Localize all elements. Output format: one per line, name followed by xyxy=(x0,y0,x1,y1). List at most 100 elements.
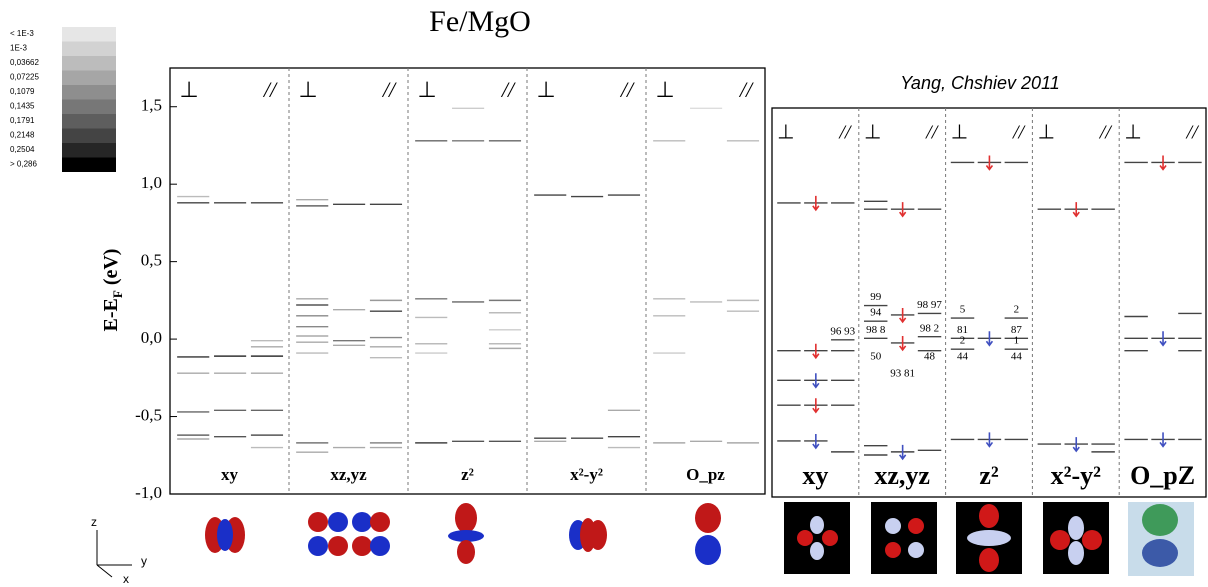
par-label: // xyxy=(500,77,516,102)
panel-name: xy xyxy=(221,465,239,484)
colorscale-label: 0,2504 xyxy=(10,145,35,154)
par-label: // xyxy=(1012,122,1027,144)
colorscale-swatch xyxy=(62,157,116,172)
level-label: 94 xyxy=(870,307,882,319)
spin-marker xyxy=(985,155,994,171)
perp-label: ⊥ xyxy=(179,77,198,102)
colorscale-label: 0,1079 xyxy=(10,87,35,96)
y-tick-label: -1,0 xyxy=(135,483,162,502)
perp-label: ⊥ xyxy=(777,122,794,144)
par-label: // xyxy=(262,77,278,102)
level-label: 5 xyxy=(960,304,966,316)
par-label: // xyxy=(738,77,754,102)
y-label-unit: (eV) xyxy=(100,249,122,291)
colorscale-swatch xyxy=(62,99,116,114)
panel-name: z² xyxy=(461,465,474,484)
axis-z-label: z xyxy=(91,515,97,529)
par-label: // xyxy=(381,77,397,102)
y-axis-label: E-EF (eV) xyxy=(100,249,126,332)
colorscale-label: > 0,286 xyxy=(10,160,37,169)
y-tick-label: 1,5 xyxy=(141,96,162,115)
axes-triad xyxy=(96,530,132,578)
level-label: 50 xyxy=(870,350,882,362)
level-label: 2 xyxy=(1014,304,1020,316)
colorscale-swatch xyxy=(62,85,116,100)
y-label-main: E-E xyxy=(100,298,122,331)
y-label-sub: F xyxy=(110,290,125,298)
spin-marker xyxy=(1159,155,1167,171)
spin-marker xyxy=(1072,202,1080,218)
panel-name: xy xyxy=(802,461,828,490)
spin-marker xyxy=(985,432,994,448)
colorscale-label: 0,1435 xyxy=(10,102,35,111)
spin-marker xyxy=(812,398,820,414)
panel-name: O_pZ xyxy=(1130,461,1195,490)
perp-label: ⊥ xyxy=(864,122,881,144)
level-label: 96 93 xyxy=(830,325,855,337)
panel-name: xz,yz xyxy=(874,461,930,490)
level-label: 1 xyxy=(1014,335,1020,347)
spin-marker xyxy=(1072,437,1080,453)
spin-marker xyxy=(812,373,820,389)
colorscale-swatch xyxy=(62,128,116,143)
level-label: 93 81 xyxy=(890,367,915,379)
level-label: 98 97 xyxy=(917,299,942,311)
colorscale-swatch xyxy=(62,143,116,158)
y-tick-label: 1,0 xyxy=(141,173,162,192)
perp-label: ⊥ xyxy=(1038,122,1055,144)
par-label: // xyxy=(925,122,940,144)
perp-label: ⊥ xyxy=(655,77,674,102)
colorscale-label: 0,03662 xyxy=(10,58,39,67)
orbital-images xyxy=(205,502,1194,576)
colorscale-label: 0,07225 xyxy=(10,73,39,82)
axis-x-label: x xyxy=(123,572,129,586)
level-label: 44 xyxy=(957,350,969,362)
colorscale-swatch xyxy=(62,41,116,56)
par-label: // xyxy=(1099,122,1114,144)
par-label: // xyxy=(619,77,635,102)
level-label: 98 2 xyxy=(920,322,939,334)
y-tick-label: 0,0 xyxy=(141,328,162,347)
y-tick-label: -0,5 xyxy=(135,405,162,424)
plot-frame xyxy=(771,107,1207,498)
plot-frame xyxy=(169,67,766,495)
reference-title: Yang, Chshiev 2011 xyxy=(900,73,1059,93)
colorscale-swatch xyxy=(62,27,116,42)
perp-label: ⊥ xyxy=(298,77,317,102)
colorscale-label: < 1E-3 xyxy=(10,29,34,38)
chart-title: Fe/MgO xyxy=(429,5,531,38)
perp-label: ⊥ xyxy=(1124,122,1141,144)
level-label: 48 xyxy=(924,350,936,362)
spin-marker xyxy=(898,444,907,461)
panel-name: x²-y² xyxy=(1051,461,1101,490)
spin-marker xyxy=(898,335,907,352)
spin-marker xyxy=(812,195,820,212)
perp-label: ⊥ xyxy=(536,77,555,102)
level-label: 81 xyxy=(957,324,968,336)
spin-marker xyxy=(1159,432,1167,448)
par-label: // xyxy=(838,122,853,144)
panel-name: O_pz xyxy=(686,465,725,484)
level-label: 2 xyxy=(960,335,966,347)
level-label: 98 8 xyxy=(866,324,886,336)
spin-marker xyxy=(898,307,907,324)
colorscale-label: 1E-3 xyxy=(10,44,27,53)
perp-label: ⊥ xyxy=(417,77,436,102)
spin-marker xyxy=(985,331,994,347)
spin-marker xyxy=(898,202,907,218)
colorscale-swatch xyxy=(62,70,116,85)
spin-marker xyxy=(812,343,820,360)
panel-name: xz,yz xyxy=(330,465,367,484)
axis-y-label: y xyxy=(141,554,147,568)
spin-marker xyxy=(812,433,820,450)
colorscale-label: 0,2148 xyxy=(10,131,35,140)
y-tick-label: 0,5 xyxy=(141,251,162,270)
level-label: 44 xyxy=(1011,350,1023,362)
perp-label: ⊥ xyxy=(951,122,968,144)
par-label: // xyxy=(1186,122,1201,144)
spin-marker xyxy=(1159,331,1167,347)
level-label: 87 xyxy=(1011,324,1023,336)
colorscale-swatch xyxy=(62,56,116,71)
panel-name: x²-y² xyxy=(570,465,603,484)
